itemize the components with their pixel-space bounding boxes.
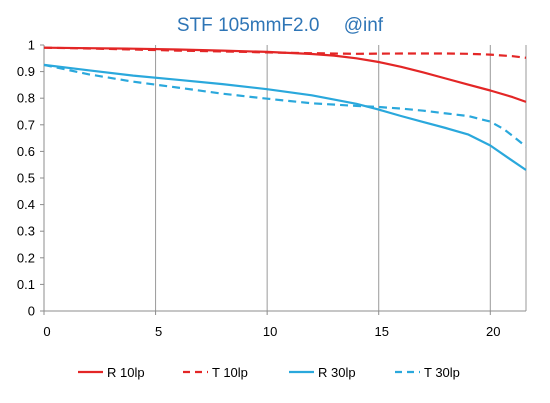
- legend: R 10lp T 10lp R 30lp T 30lp: [78, 365, 460, 380]
- x-tick-label: 20: [486, 324, 500, 339]
- x-tick-label: 15: [374, 324, 388, 339]
- series-line-t-10lp: [43, 46, 527, 59]
- series-line-t-30lp: [43, 63, 527, 148]
- legend-label: T 30lp: [424, 365, 460, 380]
- legend-label: T 10lp: [212, 365, 248, 380]
- y-tick-label: 0.8: [17, 91, 35, 106]
- x-tick-label: 0: [43, 324, 50, 339]
- y-tick-label: 0.7: [17, 117, 35, 132]
- y-tick-label: 1: [28, 38, 35, 53]
- chart-title: STF 105mmF2.0 @inf: [177, 15, 384, 36]
- axis-layer: 00.10.20.30.40.50.60.70.80.910 5 10 15 20: [17, 38, 526, 339]
- y-tick-label: 0.1: [17, 277, 35, 292]
- x-tick-label: 5: [155, 324, 162, 339]
- y-tick-label: 0.9: [17, 64, 35, 79]
- series-layer: [43, 46, 527, 171]
- x-tick-label: 10: [263, 324, 277, 339]
- y-tick-label: 0: [28, 304, 35, 319]
- y-tick-label: 0.2: [17, 250, 35, 265]
- y-tick-label: 0.5: [17, 171, 35, 186]
- series-line-r-10lp: [43, 46, 527, 103]
- y-tick-label: 0.3: [17, 224, 35, 239]
- y-tick-label: 0.6: [17, 144, 35, 159]
- legend-label: R 30lp: [318, 365, 356, 380]
- y-tick-label: 0.4: [17, 197, 35, 212]
- legend-label: R 10lp: [107, 365, 145, 380]
